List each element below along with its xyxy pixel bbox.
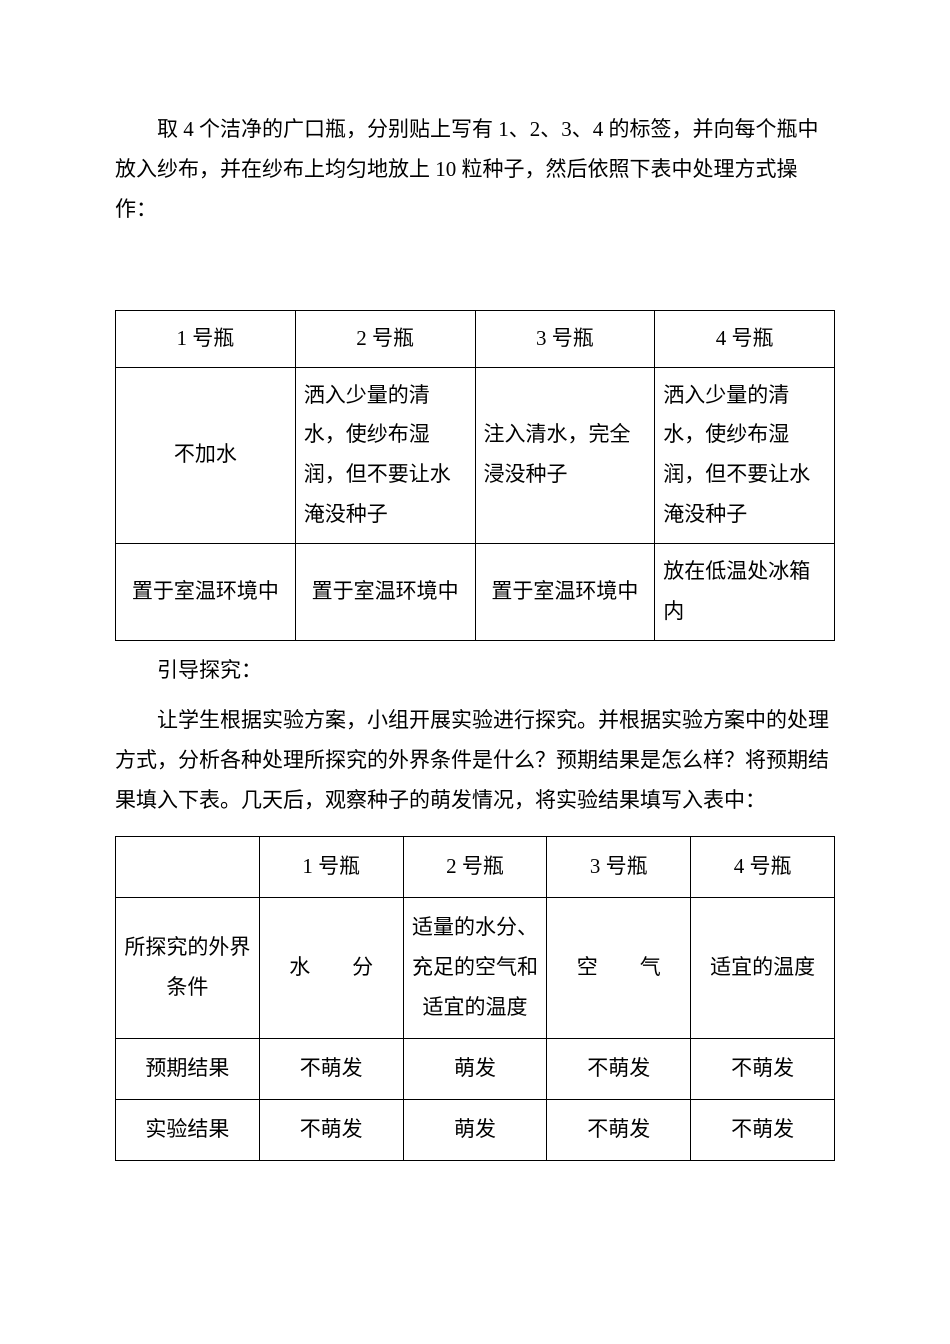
table-cell: 水 分 (259, 898, 403, 1039)
table-row: 置于室温环境中 置于室温环境中 置于室温环境中 放在低温处冰箱内 (116, 544, 835, 641)
table-cell: 萌发 (403, 1039, 547, 1100)
table-row-label: 所探究的外界条件 (116, 898, 260, 1039)
table-row: 实验结果 不萌发 萌发 不萌发 不萌发 (116, 1099, 835, 1160)
table-row-label: 实验结果 (116, 1099, 260, 1160)
table-cell: 不萌发 (259, 1039, 403, 1100)
table-cell: 适量的水分、充足的空气和适宜的温度 (403, 898, 547, 1039)
table-header-cell: 3 号瓶 (475, 310, 655, 367)
table-header-cell (116, 837, 260, 898)
table-cell: 不萌发 (259, 1099, 403, 1160)
table-cell: 置于室温环境中 (475, 544, 655, 641)
table-row: 不加水 洒入少量的清水，使纱布湿润，但不要让水淹没种子 注入清水，完全浸没种子 … (116, 367, 835, 544)
table-cell: 不萌发 (691, 1099, 835, 1160)
section-heading: 引导探究： (115, 651, 835, 691)
table-header-cell: 1 号瓶 (116, 310, 296, 367)
table-cell: 不加水 (116, 367, 296, 544)
table-header-cell: 2 号瓶 (295, 310, 475, 367)
instruction-paragraph: 让学生根据实验方案，小组开展实验进行探究。并根据实验方案中的处理方式，分析各种处… (115, 701, 835, 821)
experiment-setup-table: 1 号瓶 2 号瓶 3 号瓶 4 号瓶 不加水 洒入少量的清水，使纱布湿润，但不… (115, 310, 835, 641)
table-header-cell: 2 号瓶 (403, 837, 547, 898)
table-cell: 适宜的温度 (691, 898, 835, 1039)
table-cell: 洒入少量的清水，使纱布湿润，但不要让水淹没种子 (295, 367, 475, 544)
table-row-label: 预期结果 (116, 1039, 260, 1100)
table-header-cell: 1 号瓶 (259, 837, 403, 898)
table-header-cell: 4 号瓶 (691, 837, 835, 898)
spacer (115, 240, 835, 300)
table-cell: 不萌发 (547, 1099, 691, 1160)
table-row: 1 号瓶 2 号瓶 3 号瓶 4 号瓶 (116, 837, 835, 898)
table-cell: 不萌发 (691, 1039, 835, 1100)
table-row: 1 号瓶 2 号瓶 3 号瓶 4 号瓶 (116, 310, 835, 367)
results-table: 1 号瓶 2 号瓶 3 号瓶 4 号瓶 所探究的外界条件 水 分 适量的水分、充… (115, 836, 835, 1160)
table-cell: 放在低温处冰箱内 (655, 544, 835, 641)
table-cell: 空 气 (547, 898, 691, 1039)
table-header-cell: 3 号瓶 (547, 837, 691, 898)
table-cell: 萌发 (403, 1099, 547, 1160)
table-row: 预期结果 不萌发 萌发 不萌发 不萌发 (116, 1039, 835, 1100)
table-cell: 置于室温环境中 (116, 544, 296, 641)
table-cell: 不萌发 (547, 1039, 691, 1100)
table-cell: 洒入少量的清水，使纱布湿润，但不要让水淹没种子 (655, 367, 835, 544)
table-header-cell: 4 号瓶 (655, 310, 835, 367)
table-row: 所探究的外界条件 水 分 适量的水分、充足的空气和适宜的温度 空 气 适宜的温度 (116, 898, 835, 1039)
table-cell: 置于室温环境中 (295, 544, 475, 641)
intro-paragraph: 取 4 个洁净的广口瓶，分别贴上写有 1、2、3、4 的标签，并向每个瓶中放入纱… (115, 110, 835, 230)
table-cell: 注入清水，完全浸没种子 (475, 367, 655, 544)
